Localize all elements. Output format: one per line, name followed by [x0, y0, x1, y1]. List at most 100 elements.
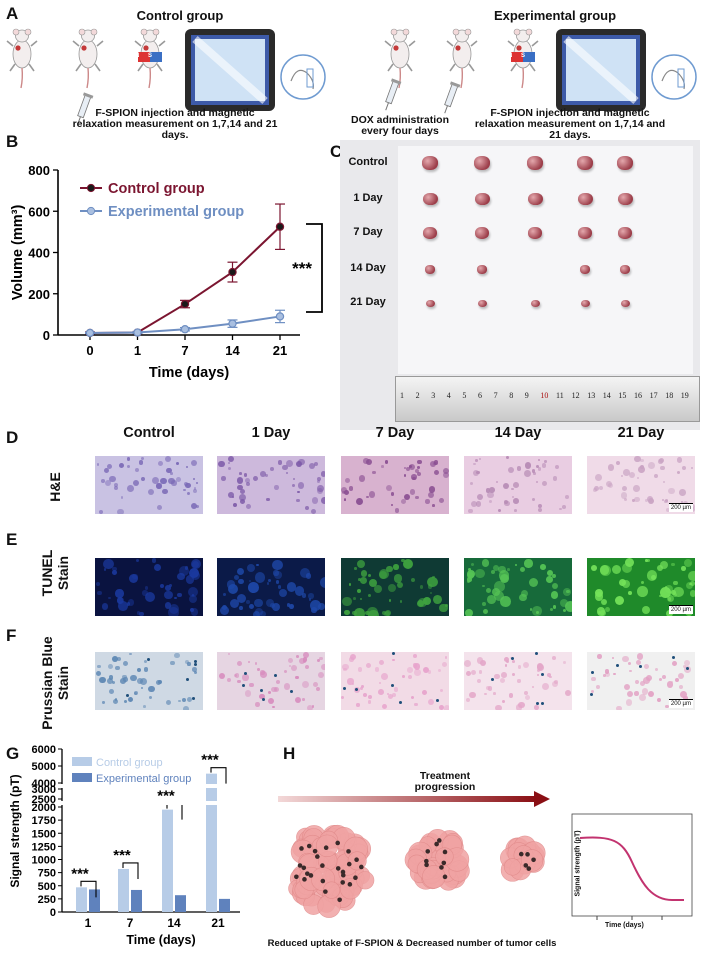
tunel-micrograph: 200 µm — [587, 558, 695, 616]
cell-spot — [185, 566, 189, 570]
cell-spot — [266, 582, 270, 585]
cell-spot — [475, 459, 478, 462]
cell-spot — [183, 705, 189, 710]
cell-spot — [177, 572, 185, 581]
cell-spot — [237, 661, 243, 667]
cell-spot — [164, 456, 172, 463]
cell-spot — [501, 672, 507, 678]
prussian-blue-micrograph — [341, 652, 449, 710]
photo-row-label: Control — [348, 156, 388, 168]
cell-spot — [381, 673, 388, 681]
cell-spot — [368, 609, 380, 616]
cell-spot — [660, 465, 665, 471]
cell-spot — [368, 573, 372, 577]
cell-spot — [190, 558, 201, 569]
cell-spot — [302, 681, 310, 689]
cell-spot — [536, 464, 540, 468]
cell-spot — [591, 689, 595, 693]
panel-b-letter: B — [6, 132, 19, 151]
cell-spot — [468, 508, 473, 513]
iron-deposit — [244, 672, 248, 676]
cell-spot — [191, 608, 199, 616]
iron-deposit — [193, 663, 197, 667]
cell-spot — [268, 690, 272, 695]
panel-e-letter: E — [6, 530, 18, 549]
cell-spot — [590, 564, 597, 571]
cell-spot — [140, 686, 143, 690]
cell-spot — [342, 597, 352, 607]
tumor-sample — [422, 156, 438, 170]
cell-spot — [133, 480, 140, 487]
cell-spot — [469, 691, 476, 698]
cell-spot — [654, 473, 659, 478]
bar-control — [206, 773, 217, 912]
cell-spot — [248, 603, 255, 610]
cell-spot — [108, 596, 111, 599]
cell-spot — [678, 684, 684, 689]
cell-spot — [665, 585, 668, 588]
iron-deposit — [273, 673, 277, 677]
cell-spot — [638, 466, 645, 474]
cell-spot — [252, 475, 259, 482]
cell-spot — [237, 679, 241, 684]
ruler-number: 4 — [446, 391, 451, 400]
cell-spot — [622, 562, 633, 573]
cell-spot — [500, 677, 506, 684]
cell-spot — [275, 580, 280, 584]
cell-spot — [442, 662, 448, 668]
cell-spot — [350, 653, 357, 660]
spion-particle — [531, 857, 536, 863]
bar-control — [76, 887, 87, 912]
cell-spot — [319, 656, 323, 660]
iron-deposit — [491, 677, 495, 681]
cell-spot — [604, 672, 610, 677]
cell-spot — [504, 664, 508, 667]
cell-spot — [608, 483, 614, 489]
bar-experimental — [175, 895, 186, 912]
cell-spot — [271, 602, 280, 611]
cell-spot — [536, 481, 539, 484]
cell-spot — [656, 697, 661, 702]
iron-deposit — [540, 701, 544, 705]
cell-spot — [476, 657, 484, 665]
cell-spot — [432, 594, 442, 604]
spion-particle — [518, 851, 524, 857]
ruler-number: 15 — [618, 391, 627, 400]
y-tick-label: 750 — [38, 868, 56, 880]
spion-particle — [312, 848, 318, 854]
cell-spot — [97, 664, 101, 669]
cell-spot — [591, 676, 597, 682]
cell-spot — [318, 603, 325, 610]
cell-spot — [429, 592, 433, 595]
cell-spot — [388, 583, 397, 592]
cell-spot — [184, 482, 191, 489]
inset-xlabel: Time (days) — [605, 922, 644, 929]
cell-spot — [391, 503, 394, 507]
cell-spot — [148, 685, 155, 693]
cell-spot — [423, 597, 432, 606]
x-tick-label: 1 — [134, 343, 141, 358]
he-micrograph: 200 µm — [587, 456, 695, 514]
cell-spot — [555, 465, 560, 470]
cell-spot — [226, 580, 236, 589]
cell-spot — [475, 501, 482, 507]
cell-spot — [531, 685, 534, 688]
spion-particle — [302, 877, 307, 882]
cell-spot — [536, 668, 541, 673]
cell-spot — [594, 588, 604, 597]
cell-spot — [157, 460, 164, 467]
cell-spot — [151, 558, 157, 563]
spion-particle — [335, 840, 341, 846]
cell-spot — [248, 682, 254, 688]
tunel-micrograph — [341, 558, 449, 616]
cell-spot — [355, 498, 363, 506]
cell-spot — [160, 478, 167, 485]
cell-spot — [368, 578, 377, 587]
cell-spot — [656, 565, 663, 572]
cell-spot — [316, 479, 320, 484]
spion-particle — [335, 866, 341, 871]
cell-spot — [627, 661, 632, 666]
iron-deposit — [511, 657, 515, 661]
cell-spot — [130, 674, 137, 682]
cell-spot — [188, 594, 198, 604]
